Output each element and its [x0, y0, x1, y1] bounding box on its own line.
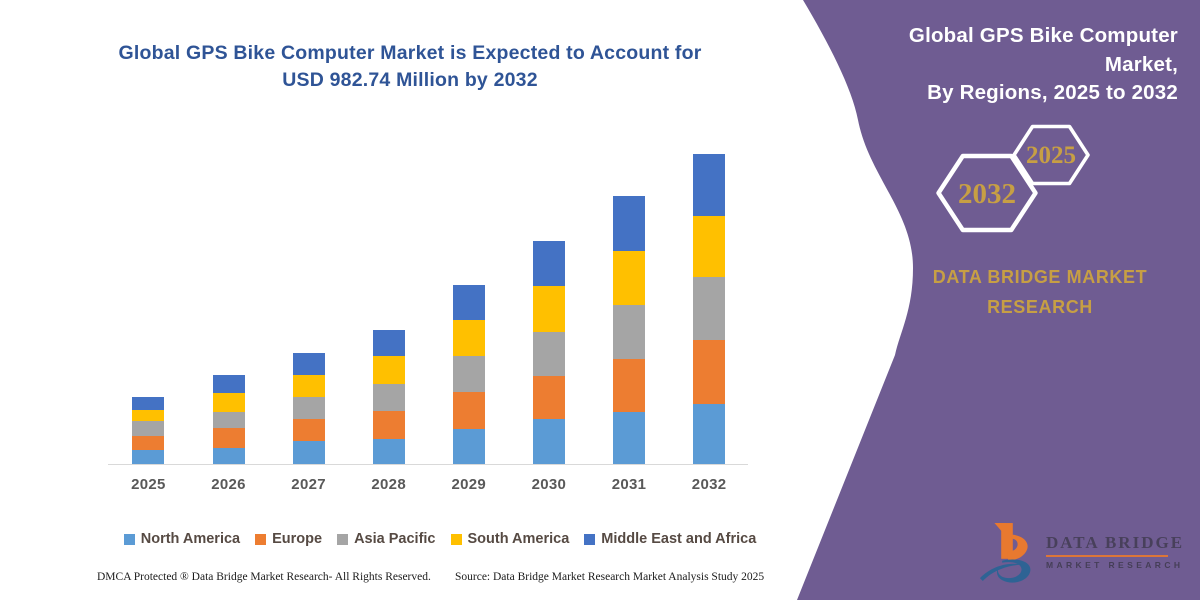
bar-segment-south-america-2026: [212, 393, 245, 412]
panel-title: Global GPS Bike Computer Market, By Regi…: [848, 22, 1178, 108]
bar-segment-middle-east-and-africa-2027: [292, 353, 325, 376]
bar-segment-south-america-2031: [613, 250, 645, 305]
bar-segment-asia-pacific-2029: [452, 355, 485, 392]
legend-item-middle-east-and-africa: Middle East and Africa: [584, 531, 756, 547]
hexagon-2025-outline-icon: [1012, 124, 1090, 186]
bar-segment-europe-2030: [532, 376, 565, 420]
legend-label: Europe: [272, 531, 323, 547]
legend-swatch-icon: [337, 533, 349, 545]
legend-item-europe: Europe: [255, 531, 322, 547]
logo-text-block: DATA BRIDGE MARKET RESEARCH: [1046, 520, 1184, 570]
bar-segment-middle-east-and-africa-2030: [532, 241, 565, 286]
x-axis-label-2028: 2028: [371, 476, 406, 493]
bar-segment-north-america-2032: [693, 403, 726, 464]
panel-title-line1: Global GPS Bike Computer Market,: [908, 24, 1178, 76]
side-panel: Global GPS Bike Computer Market, By Regi…: [780, 0, 1200, 600]
chart-title: Global GPS Bike Computer Market is Expec…: [60, 40, 760, 94]
panel-title-line2: By Regions, 2025 to 2032: [927, 81, 1178, 104]
legend-item-asia-pacific: Asia Pacific: [337, 531, 436, 547]
bar-segment-middle-east-and-africa-2026: [212, 375, 245, 394]
bar-segment-north-america-2031: [613, 412, 645, 464]
x-axis-label-2032: 2032: [691, 476, 727, 493]
bar-segment-south-america-2030: [532, 285, 565, 332]
logo-name: DATA BRIDGE: [1046, 533, 1185, 552]
bar-segment-south-america-2029: [452, 319, 485, 356]
data-bridge-logo: DATA BRIDGE MARKET RESEARCH: [978, 520, 1184, 586]
bar-segment-europe-2026: [212, 427, 245, 448]
legend-item-south-america: South America: [450, 531, 570, 547]
x-axis-label-2027: 2027: [291, 476, 326, 493]
legend-item-north-america: North America: [123, 531, 241, 547]
panel-wave-shape: [797, 0, 1200, 600]
legend-swatch-icon: [584, 533, 596, 545]
bar-segment-asia-pacific-2030: [532, 331, 565, 377]
bar-segment-asia-pacific-2027: [292, 397, 325, 420]
bar-segment-europe-2031: [613, 358, 645, 413]
bar-segment-europe-2032: [693, 340, 726, 404]
dmca-notice: DMCA Protected ® Data Bridge Market Rese…: [97, 571, 431, 583]
bar-segment-middle-east-and-africa-2031: [613, 195, 645, 251]
bar-segment-europe-2027: [292, 419, 325, 442]
bar-segment-asia-pacific-2026: [212, 411, 245, 428]
bar-segment-south-america-2025: [132, 410, 165, 422]
bar-segment-north-america-2028: [372, 438, 405, 464]
data-bridge-logo-icon: [979, 523, 1031, 583]
bar-segment-middle-east-and-africa-2032: [693, 153, 726, 217]
brand-wordmark-line1: DATA BRIDGE MARKET: [932, 267, 1148, 287]
legend-swatch-icon: [123, 533, 135, 545]
legend-label: Middle East and Africa: [601, 531, 757, 547]
bar-segment-north-america-2030: [532, 419, 565, 464]
x-axis-label-2029: 2029: [451, 476, 487, 493]
x-axis-label-2025: 2025: [131, 476, 166, 493]
x-axis-label-2030: 2030: [531, 476, 567, 493]
legend-swatch-icon: [255, 533, 267, 545]
bar-segment-north-america-2025: [132, 449, 165, 464]
chart-legend: North America Europe Asia Pacific South Ame…: [80, 531, 800, 547]
hexagon-2032-outline-icon: [936, 153, 1038, 233]
bar-segment-north-america-2026: [212, 447, 245, 464]
bar-segment-north-america-2029: [452, 428, 485, 464]
chart-title-line2: USD 982.74 Million by 2032: [282, 69, 538, 91]
source-note: Source: Data Bridge Market Research Mark…: [455, 571, 765, 583]
bar-chart-plot: 2025 2026 2027 2028 2029 2030 2031 2032: [108, 145, 748, 493]
x-axis-label-2031: 2031: [611, 476, 647, 493]
bar-segment-europe-2025: [132, 435, 165, 450]
legend-label: South America: [467, 531, 570, 547]
bar-segment-south-america-2032: [693, 216, 726, 278]
chart-title-line1: Global GPS Bike Computer Market is Expec…: [118, 42, 702, 64]
bar-segment-south-america-2028: [372, 355, 405, 385]
brand-wordmark: DATA BRIDGE MARKET RESEARCH: [870, 262, 1200, 322]
bar-segment-asia-pacific-2031: [613, 304, 645, 359]
bar-segment-asia-pacific-2032: [693, 277, 726, 340]
bar-segment-south-america-2027: [292, 375, 325, 398]
hexagon-badges: 2025 2032: [936, 124, 1090, 233]
legend-label: Asia Pacific: [354, 531, 436, 547]
bar-segment-europe-2028: [372, 411, 405, 439]
logo-underline: [1046, 555, 1168, 557]
bar-segment-middle-east-and-africa-2029: [452, 284, 485, 320]
bar-segment-asia-pacific-2028: [372, 384, 405, 412]
bar-segment-north-america-2027: [292, 441, 325, 464]
bar-segment-asia-pacific-2025: [132, 421, 165, 436]
bar-segment-europe-2029: [452, 391, 485, 429]
bar-segment-middle-east-and-africa-2025: [132, 396, 165, 411]
legend-swatch-icon: [450, 533, 462, 545]
legend-label: North America: [140, 531, 241, 547]
x-axis-label-2026: 2026: [211, 476, 246, 493]
bar-segment-middle-east-and-africa-2028: [372, 329, 405, 356]
hexagon-2025-label: 2025: [1026, 142, 1076, 169]
logo-subtitle: MARKET RESEARCH: [1046, 560, 1184, 570]
hexagon-2032-label: 2032: [958, 178, 1016, 210]
brand-wordmark-line2: RESEARCH: [987, 297, 1093, 317]
